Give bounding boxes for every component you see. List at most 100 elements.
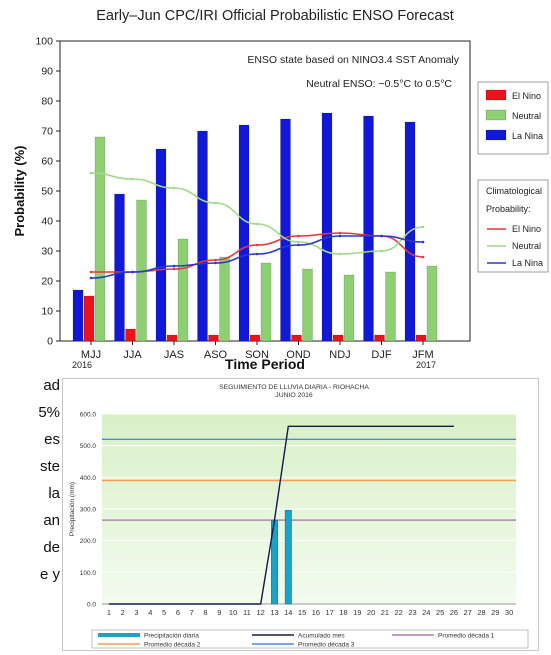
rain-x-tick-label: 15 (298, 608, 306, 617)
enso-bar-la-nina (280, 118, 291, 342)
rain-x-tick-label: 6 (176, 608, 180, 617)
rain-legend-label: Promedio década 2 (144, 642, 201, 649)
enso-bar-la-nina (72, 289, 84, 342)
rain-x-tick-label: 14 (284, 608, 292, 617)
enso-y-tick-label: 100 (35, 36, 53, 48)
rain-y-tick-label: 500.0 (80, 443, 97, 450)
enso-bar-neutral (94, 136, 106, 342)
rain-x-tick-label: 8 (203, 608, 207, 617)
left-cropped-text: ad 5% es ste la an de e y (0, 372, 60, 588)
rain-x-tick-label: 18 (339, 608, 347, 617)
enso-clim-point (172, 264, 176, 268)
enso-bar-el-nino (374, 334, 385, 342)
enso-annotation-1: ENSO state based on NINO3.4 SST Anomaly (247, 54, 459, 66)
enso-bar-la-nina (321, 112, 333, 342)
enso-bar-la-nina (114, 193, 125, 342)
enso-bar-el-nino (291, 334, 302, 342)
rain-x-tick-label: 2 (121, 608, 125, 617)
enso-title: Early–Jun CPC/IRI Official Probabilistic… (96, 8, 454, 24)
rain-x-tick-label: 26 (450, 608, 458, 617)
rain-y-tick-label: 600.0 (80, 412, 97, 419)
enso-legend-label: Neutral (512, 111, 541, 121)
rain-x-tick-label: 21 (381, 608, 389, 617)
enso-clim-point (297, 234, 300, 238)
enso-clim-point (421, 255, 425, 259)
enso-clim-point (297, 243, 300, 247)
enso-legend-swatch (485, 109, 507, 121)
rain-x-tick-label: 22 (395, 608, 403, 617)
rain-title: SEGUIMIENTO DE LLUVIA DIARIA - RIOHACHA (219, 384, 369, 391)
rain-x-tick-label: 23 (408, 608, 416, 617)
rain-x-tick-label: 29 (491, 608, 499, 617)
rain-x-tick-label: 30 (505, 608, 513, 617)
rain-x-tick-label: 1 (107, 608, 111, 617)
rain-x-tick-label: 20 (367, 608, 375, 617)
rain-x-tick-label: 13 (270, 608, 278, 617)
enso-x-tick-label: NDJ (329, 349, 350, 361)
enso-clim-point (255, 243, 259, 247)
left-text-line: e y (39, 566, 60, 583)
enso-bar-la-nina (197, 130, 208, 342)
enso-clim-legend: El Nino Neutral La Nina (487, 224, 543, 268)
enso-x-tick-label: SON (245, 349, 269, 361)
enso-clim-point (172, 186, 176, 190)
enso-y-tick-label: 30 (41, 246, 53, 258)
enso-clim-point (172, 267, 176, 271)
rain-legend-label: Promedio década 3 (298, 642, 355, 649)
enso-clim-point (214, 201, 217, 205)
enso-y-tick-label: 50 (41, 186, 53, 198)
rain-y-tick-label: 300.0 (80, 507, 97, 514)
rain-x-tick-label: 9 (217, 608, 221, 617)
enso-legend-label: El Nino (512, 91, 541, 101)
enso-y-tick-label: 0 (47, 336, 53, 348)
enso-year-start: 2016 (72, 360, 92, 370)
enso-clim-point (131, 177, 134, 181)
enso-y-axis: 0 10 20 30 40 50 60 70 80 90 100 (35, 36, 60, 348)
rain-y-tick-label: 0.0 (87, 602, 96, 609)
enso-y-tick-label: 90 (41, 66, 53, 78)
enso-annotation-2: Neutral ENSO: −0.5°C to 0.5°C (306, 78, 452, 90)
left-text-line: de (43, 539, 60, 556)
rain-chart: SEGUIMIENTO DE LLUVIA DIARIA - RIOHACHA … (62, 378, 539, 651)
enso-clim-point (338, 231, 342, 235)
enso-y-tick-label: 10 (41, 306, 53, 318)
enso-clim-point (297, 240, 300, 244)
enso-clim-point (380, 249, 383, 253)
left-text-line: ste (39, 458, 60, 475)
enso-clim-point (255, 252, 259, 256)
enso-bar-la-nina (238, 124, 250, 342)
rain-x-tick-label: 25 (436, 608, 444, 617)
enso-bar-neutral (385, 271, 396, 342)
enso-bar-el-nino (208, 334, 219, 342)
rain-y-tick-label: 100.0 (80, 570, 97, 577)
rain-x-axis: 1 2 3 4 5 6 7 8 9 10 11 12 13 14 15 16 17 18 19 20 21 22 23 24 2… (107, 608, 513, 617)
rain-x-tick-label: 19 (353, 608, 361, 617)
enso-legend-swatch (485, 129, 507, 141)
enso-clim-point (89, 171, 93, 175)
enso-bar-neutral (302, 268, 313, 342)
enso-bar-neutral (219, 256, 230, 342)
enso-clim-point (338, 252, 342, 256)
enso-x-tick-label: JAS (164, 349, 184, 361)
enso-clim-point (421, 225, 425, 229)
rain-cumulative-line (108, 425, 454, 605)
enso-bar-el-nino (332, 334, 344, 342)
enso-x-tick-label: OND (286, 349, 311, 361)
rain-legend-label: Acumulado mes (298, 633, 345, 640)
enso-clim-point (214, 261, 217, 265)
enso-x-tick-label: DJF (371, 349, 391, 361)
enso-clim-point (89, 270, 93, 274)
rain-subtitle: JUNIO 2016 (275, 392, 313, 399)
rain-y-tick-label: 200.0 (80, 538, 97, 545)
rain-x-tick-label: 27 (464, 608, 472, 617)
rain-x-tick-label: 24 (422, 608, 430, 617)
enso-clim-point (255, 222, 259, 226)
enso-y-tick-label: 60 (41, 156, 53, 168)
rain-x-tick-label: 17 (326, 608, 334, 617)
rain-reference-lines (102, 438, 516, 521)
enso-clim-legend-label: El Nino (512, 224, 541, 234)
enso-bar-el-nino (415, 334, 427, 342)
enso-clim-legend-title-2: Probability: (486, 204, 531, 214)
rain-x-tick-label: 11 (243, 608, 251, 617)
enso-x-tick-label: JJA (123, 349, 142, 361)
